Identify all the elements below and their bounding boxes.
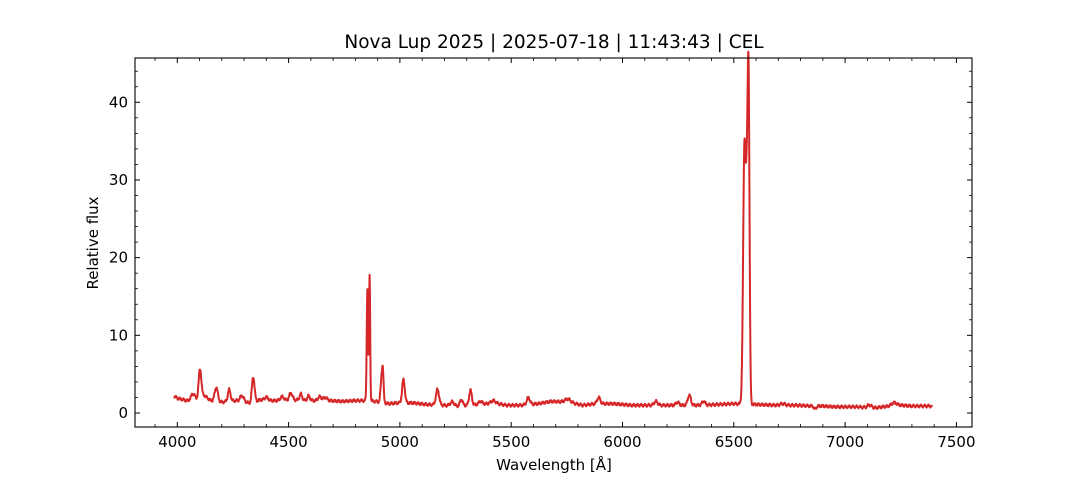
x-tick-label: 5500 — [492, 433, 530, 451]
x-axis-label: Wavelength [Å] — [496, 455, 612, 474]
series-layer — [173, 50, 933, 411]
spectrum-line — [173, 50, 933, 411]
x-tick-label: 4000 — [158, 433, 196, 451]
x-tick-label: 4500 — [270, 433, 308, 451]
x-axis: 4000 4500 5000 5500 6000 6500 7000 7500 — [154, 58, 976, 451]
plot-frame — [134, 57, 973, 428]
x-tick-label: 7000 — [826, 433, 864, 451]
x-tick-label: 6500 — [715, 433, 753, 451]
y-tick-label: 40 — [109, 93, 128, 111]
y-axis-label: Relative flux — [84, 196, 102, 289]
x-tick-label: 5000 — [381, 433, 419, 451]
y-tick-label: 0 — [118, 404, 128, 422]
y-tick-label: 10 — [109, 326, 128, 344]
x-tick-label: 7500 — [937, 433, 975, 451]
chart-title: Nova Lup 2025 | 2025-07-18 | 11:43:43 | … — [344, 32, 764, 53]
x-tick-label: 6000 — [603, 433, 641, 451]
y-tick-label: 30 — [109, 171, 128, 189]
y-axis: 0 10 20 30 40 — [109, 70, 972, 422]
y-tick-label: 20 — [109, 249, 128, 267]
